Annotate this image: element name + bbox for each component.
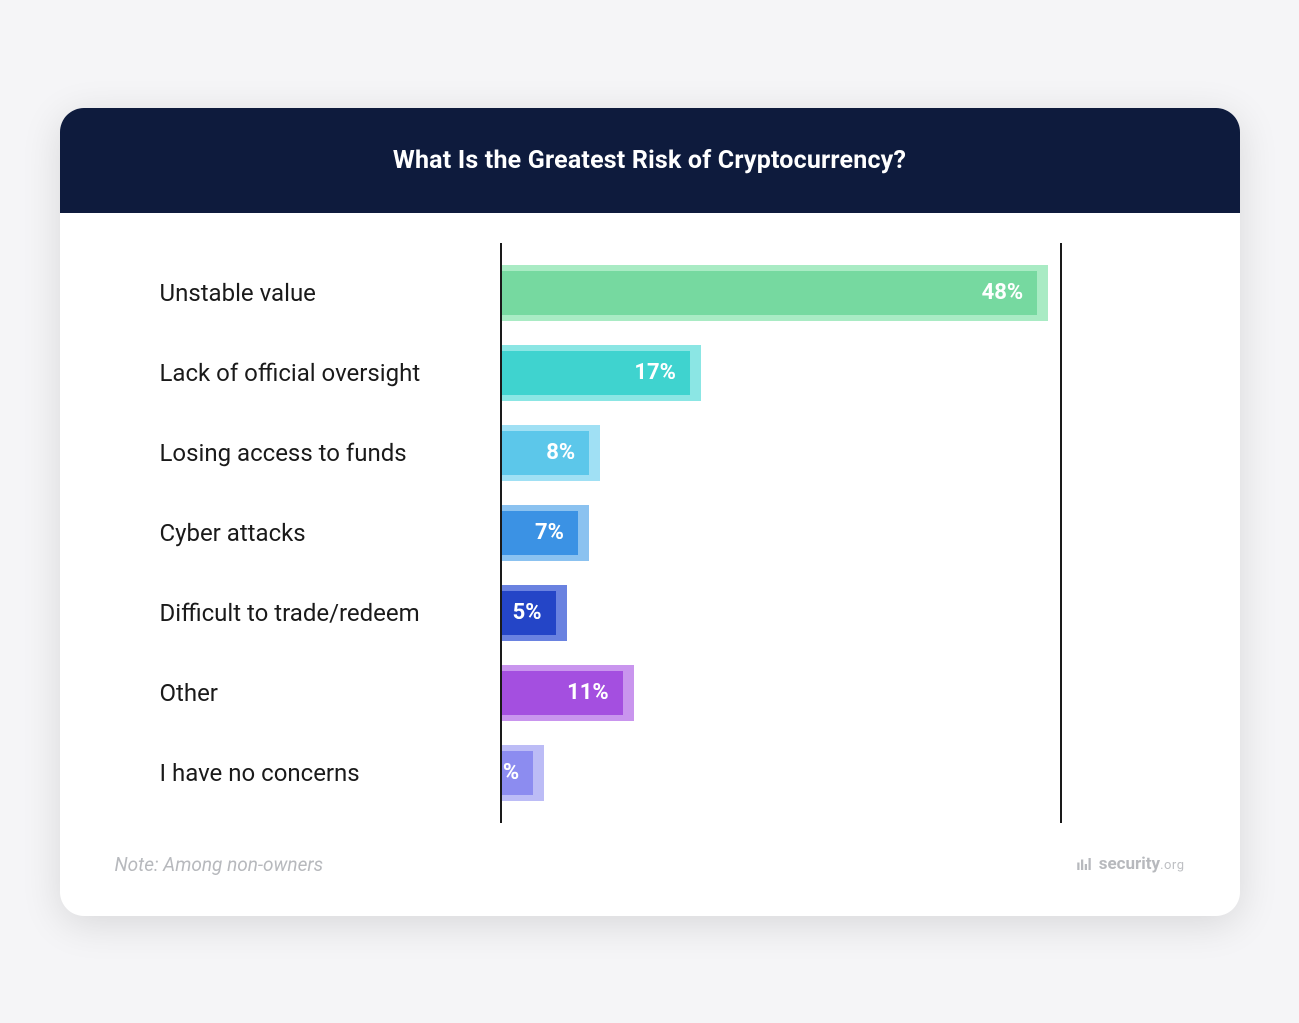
bar: 7%	[500, 511, 578, 555]
chart-title: What Is the Greatest Risk of Cryptocurre…	[80, 146, 1220, 175]
bar: 5%	[500, 591, 556, 635]
bar-label: Difficult to trade/redeem	[120, 577, 500, 649]
footer-note: Note: Among non-owners	[115, 853, 324, 876]
title-bar: What Is the Greatest Risk of Cryptocurre…	[60, 108, 1240, 213]
bar-cell: 8%	[500, 413, 1180, 493]
bar-label: I have no concerns	[120, 737, 500, 809]
chart-card: What Is the Greatest Risk of Cryptocurre…	[60, 108, 1240, 916]
bar: 3%	[500, 751, 534, 795]
bar-cell: 48%	[500, 253, 1180, 333]
bar-label: Other	[120, 657, 500, 729]
brand-icon	[1075, 855, 1093, 873]
brand-name-bold: security	[1099, 854, 1160, 874]
bar-cell: 5%	[500, 573, 1180, 653]
chart-grid: Unstable value48%Lack of official oversi…	[120, 253, 1180, 813]
footer: Note: Among non-owners security.org	[60, 823, 1240, 916]
bar-label: Cyber attacks	[120, 497, 500, 569]
brand: security.org	[1075, 854, 1185, 874]
bar-cell: 11%	[500, 653, 1180, 733]
axis-line-max	[1060, 243, 1062, 823]
bar-label: Losing access to funds	[120, 417, 500, 489]
bar-label: Unstable value	[120, 257, 500, 329]
bar-cell: 7%	[500, 493, 1180, 573]
bar-label: Lack of official oversight	[120, 337, 500, 409]
bar: 8%	[500, 431, 590, 475]
bar: 17%	[500, 351, 690, 395]
brand-name-thin: .org	[1160, 858, 1184, 873]
chart-area: Unstable value48%Lack of official oversi…	[60, 213, 1240, 823]
axis-line-zero	[500, 243, 502, 823]
bar: 11%	[500, 671, 623, 715]
bar-cell: 17%	[500, 333, 1180, 413]
bar: 48%	[500, 271, 1038, 315]
bar-cell: 3%	[500, 733, 1180, 813]
